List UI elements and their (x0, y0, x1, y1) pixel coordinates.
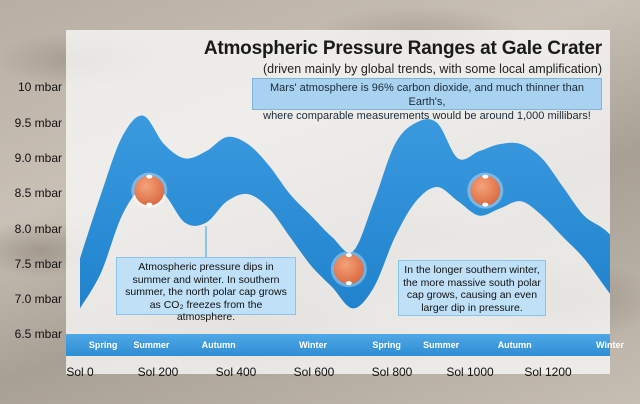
callout-southern-winter: In the longer southern winter, the more … (398, 260, 546, 316)
season-label: Autumn (201, 340, 236, 350)
y-tick-label: 6.5 mbar (14, 327, 62, 341)
y-tick-label: 8.5 mbar (14, 186, 62, 200)
note-line-2: where comparable measurements would be a… (263, 110, 591, 122)
note-box: Mars' atmosphere is 96% carbon dioxide, … (252, 78, 602, 122)
callout-line: the more massive south polar (403, 276, 541, 289)
x-tick-label: Sol 1000 (446, 365, 494, 379)
x-tick-label: Sol 600 (293, 365, 335, 379)
season-bar (66, 334, 610, 356)
y-tick-label: 8.0 mbar (14, 222, 62, 236)
y-tick-label: 10 mbar (17, 80, 62, 94)
season-label: Autumn (497, 340, 532, 350)
callout-line: cap grows, causing an even (406, 289, 538, 301)
note-line-1: Mars' atmosphere is 96% carbon dioxide, … (270, 82, 584, 108)
chart-title: Atmospheric Pressure Ranges at Gale Crat… (203, 38, 602, 59)
chart-subtitle: (driven mainly by global trends, with so… (262, 62, 602, 76)
x-tick-label: Sol 800 (371, 365, 413, 379)
season-label: Spring (88, 340, 118, 350)
y-tick-label: 9.0 mbar (14, 151, 62, 165)
x-tick-label: Sol 400 (215, 365, 257, 379)
callout-line: summer, the north polar cap grows (125, 286, 287, 298)
x-tick-label: Sol 1200 (524, 365, 572, 379)
season-label: Spring (372, 340, 401, 350)
callout-line: as CO₂ freezes from the atmosphere. (149, 298, 263, 324)
mars-globe-icon (330, 251, 367, 288)
y-tick-label: 7.0 mbar (14, 292, 62, 306)
y-tick-label: 9.5 mbar (14, 116, 62, 130)
season-label: Winter (299, 340, 328, 350)
season-label: Summer (133, 340, 170, 350)
mars-globe-icon (131, 172, 168, 209)
title-block: Atmospheric Pressure Ranges at Gale Crat… (200, 38, 602, 76)
pressure-range-band (80, 115, 610, 309)
season-label: Summer (423, 340, 460, 350)
callout-line: Atmospheric pressure dips in (138, 261, 274, 273)
season-label: Winter (596, 340, 624, 350)
x-tick-label: Sol 0 (66, 365, 94, 379)
y-tick-label: 7.5 mbar (14, 257, 62, 271)
callout-line: summer and winter. In southern (132, 273, 280, 286)
callout-line: In the longer southern winter, (404, 264, 540, 276)
callout-summer-winter: Atmospheric pressure dips in summer and … (116, 257, 296, 323)
callout-line: larger dip in pressure. (421, 301, 523, 314)
x-tick-label: Sol 200 (137, 365, 179, 379)
mars-globe-icon (467, 172, 504, 209)
